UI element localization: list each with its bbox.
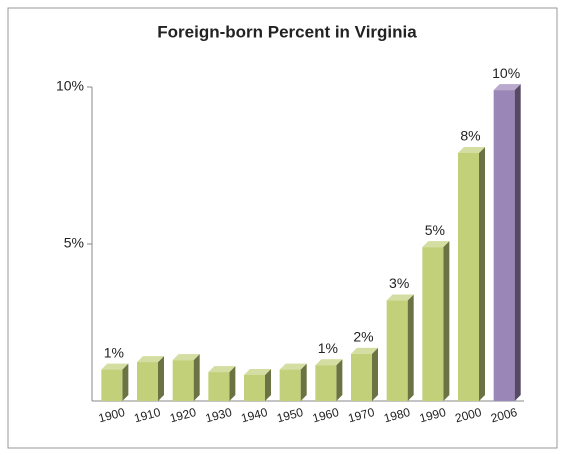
bar-side	[514, 84, 521, 401]
bar-top	[315, 359, 343, 366]
bar-top	[137, 356, 164, 363]
bar-side	[336, 359, 343, 401]
bar-top	[172, 354, 200, 361]
data-label: 1%	[104, 344, 124, 360]
bar-front	[422, 247, 444, 401]
x-tick-label: 2006	[489, 405, 519, 426]
x-tick-label: 1930	[204, 405, 234, 426]
bar-top-shade	[208, 366, 236, 373]
x-tick-label: 1910	[133, 405, 163, 426]
bar-top-shade	[422, 241, 450, 248]
bar-top	[458, 146, 485, 153]
bar-side-shade	[193, 354, 200, 401]
bar	[137, 356, 164, 401]
bar-front	[315, 365, 337, 401]
bar-top-shade	[279, 363, 307, 370]
y-tick-label: 10%	[56, 78, 84, 94]
data-label: 5%	[425, 222, 445, 238]
bar-side	[479, 146, 485, 401]
bar-top-shade	[386, 294, 414, 301]
x-tick-label: 2000	[454, 405, 484, 426]
bar-side-shade	[443, 241, 450, 401]
bar-side	[158, 356, 164, 401]
bar	[244, 368, 271, 401]
chart-title: Foreign-born Percent in Virginia	[157, 22, 417, 41]
x-tick-label: 1940	[240, 405, 270, 426]
bar-side	[407, 294, 414, 401]
bar-side-shade	[265, 368, 271, 401]
bar	[315, 359, 343, 401]
x-tick-label: 1970	[347, 405, 377, 426]
bar-top-shade	[101, 363, 129, 370]
x-tick-label: 1950	[275, 405, 305, 426]
bar-side	[443, 241, 450, 401]
bar-top	[493, 84, 521, 91]
bar	[208, 366, 236, 401]
x-tick-label: 1900	[97, 405, 127, 426]
bar-top-shade	[458, 146, 485, 153]
bar-top-shade	[493, 84, 521, 91]
x-tick-label: 1990	[418, 405, 448, 426]
bar-front	[386, 300, 408, 401]
bar-front	[172, 360, 194, 401]
bar-front	[137, 362, 158, 401]
bar	[279, 363, 307, 401]
bar	[172, 354, 200, 401]
bar	[458, 146, 485, 401]
bar-top	[101, 363, 129, 370]
bar	[493, 84, 521, 401]
bar-top-shade	[172, 354, 200, 361]
bar-top-shade	[315, 359, 343, 366]
bar-side-shade	[514, 84, 521, 401]
bar-top-shade	[244, 368, 271, 375]
bar-side-shade	[300, 363, 307, 401]
bar-side-shade	[479, 146, 485, 401]
bar-top	[279, 363, 307, 370]
bar-front	[458, 152, 479, 401]
data-label: 10%	[492, 65, 520, 81]
bar-side	[265, 368, 271, 401]
bar-front	[493, 90, 515, 401]
bar-side-shade	[372, 347, 378, 401]
bar-top	[208, 366, 236, 373]
bar-top-shade	[137, 356, 164, 363]
bar-top	[386, 294, 414, 301]
x-tick-label: 1980	[382, 405, 412, 426]
bar-top	[244, 368, 271, 375]
bar	[101, 363, 129, 401]
y-tick-label: 5%	[64, 235, 84, 251]
bar-side-shade	[407, 294, 414, 401]
bar	[386, 294, 414, 401]
bar-side-shade	[122, 363, 129, 401]
bar-side-shade	[158, 356, 164, 401]
bar-side	[372, 347, 378, 401]
bar-side-shade	[229, 366, 236, 401]
bar-side	[300, 363, 307, 401]
data-label: 8%	[460, 128, 480, 144]
bar-side-shade	[336, 359, 343, 401]
data-label: 1%	[318, 340, 338, 356]
bar-side	[122, 363, 129, 401]
x-tick-label: 1920	[168, 405, 198, 426]
bar-top	[351, 347, 378, 354]
bar-front	[279, 369, 301, 401]
bar-side	[229, 366, 236, 401]
bar-front	[101, 369, 123, 401]
bar-top	[422, 241, 450, 248]
bar-front	[351, 353, 372, 401]
bar-top-shade	[351, 347, 378, 354]
x-tick-label: 1960	[311, 405, 341, 426]
bar-side	[193, 354, 200, 401]
data-label: 2%	[353, 329, 373, 345]
bar	[351, 347, 378, 401]
data-label: 3%	[389, 275, 409, 291]
bar	[422, 241, 450, 401]
bar-front	[244, 374, 265, 401]
bar-front	[208, 372, 230, 401]
